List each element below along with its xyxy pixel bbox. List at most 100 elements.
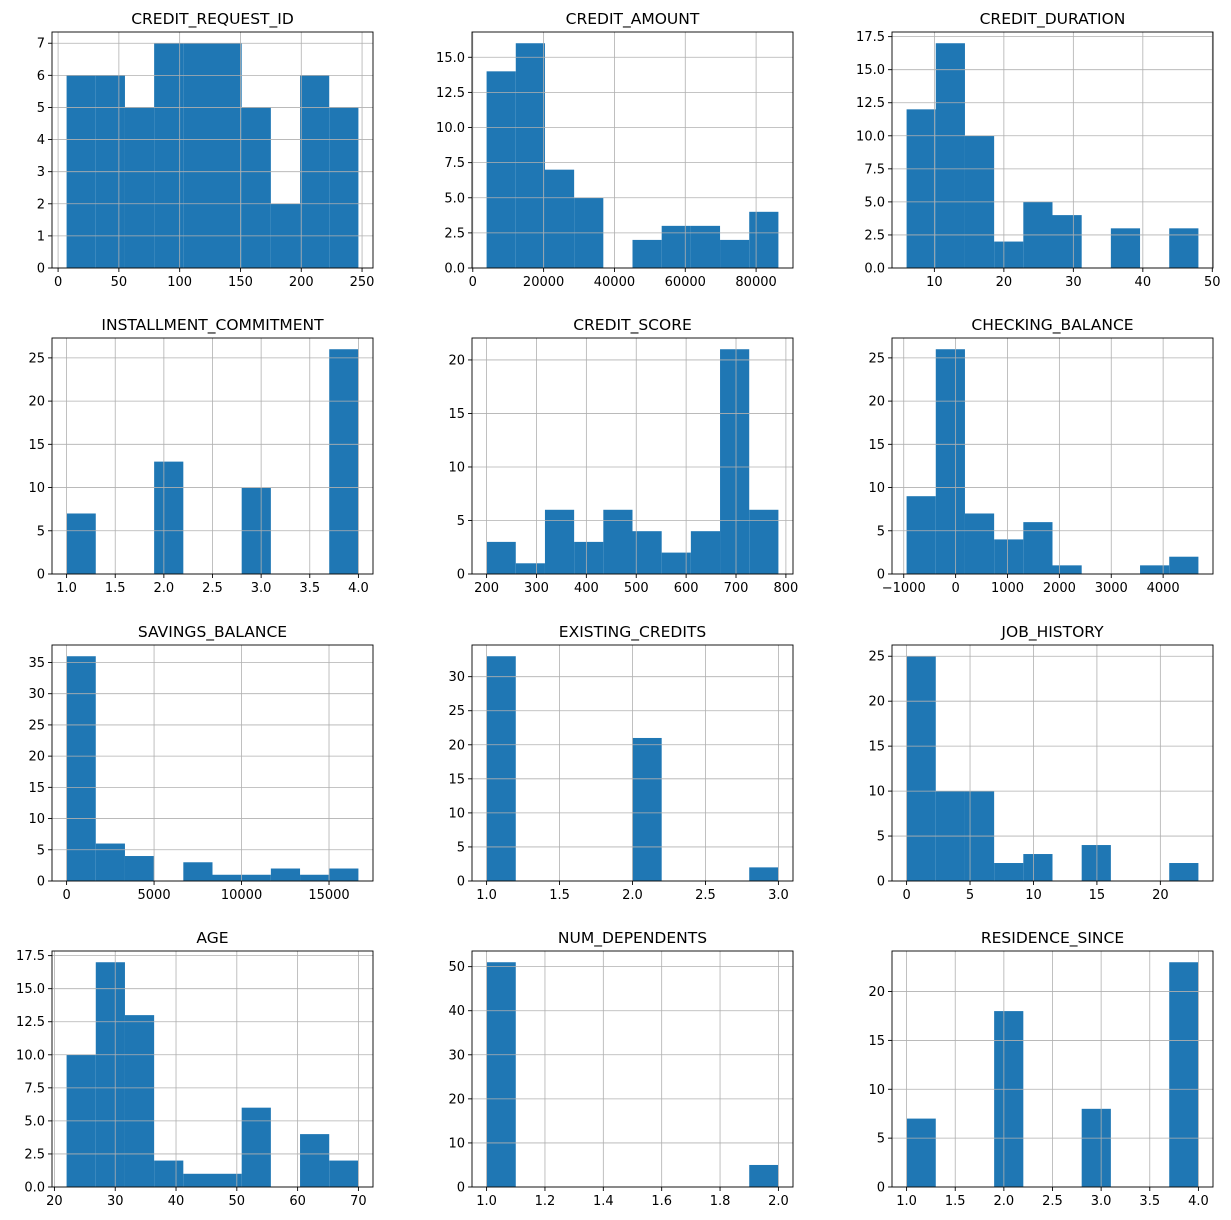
y-tick-label: 17.5 [16,949,45,964]
y-tick-label: 15 [28,438,45,453]
y-tick-label: 0 [457,1181,465,1196]
y-tick-label: 5 [37,524,45,539]
histogram-bar [1169,962,1199,1187]
histogram-bar [95,843,125,881]
subplot-num-dependents: 1.0 1.2 1.4 1.6 1.8 2.0 0 10 20 30 40 50 NUM_DEPENDE… [448,929,794,1209]
subplot-title: EXISTING_CREDITS [559,623,706,642]
histogram-bar [906,1118,936,1187]
axes-frame [891,644,1214,882]
y-tick-label: 15 [868,1034,885,1049]
y-tick-label: 15 [448,772,465,787]
y-tick-label: 20 [448,1092,465,1107]
histogram-bar [154,461,184,574]
histogram-bar [690,531,721,574]
x-tick-label: 10 [926,275,943,290]
histogram-bar [66,513,96,574]
x-tick-label: 15000 [308,888,349,903]
subplot-title: AGE [196,929,228,947]
histogram-bar [212,874,242,881]
y-tick-label: 20 [868,695,885,710]
x-tick-label: 0 [54,275,62,290]
y-tick-label: 0 [877,1181,885,1196]
histogram-bar [329,349,359,574]
y-tick-label: 5 [877,830,885,845]
histogram-bar [749,1164,779,1187]
x-tick-label: 1.0 [476,888,497,903]
y-tick-label: 10.0 [436,121,465,136]
subplot-job-history: 0 5 10 15 20 0 5 10 15 20 25 JOB_HISTORY [868,623,1214,903]
y-tick-label: 5 [877,1132,885,1147]
x-tick-label: 3.0 [1091,1194,1112,1209]
x-tick-label: 1.5 [945,1194,966,1209]
y-tick-label: 15.0 [16,982,45,997]
y-tick-label: 10 [448,460,465,475]
y-tick-label: 25 [448,704,465,719]
x-tick-label: 2.5 [202,581,223,596]
x-tick-label: 10 [1025,888,1042,903]
x-tick-label: 5 [966,888,974,903]
y-tick-label: 20 [868,395,885,410]
y-tick-label: 20 [448,353,465,368]
histogram-bar [486,541,516,574]
y-tick-label: 15.0 [436,51,465,66]
subplot-credit-duration: 10 20 30 40 50 0.0 2.5 5.0 7.5 10.0 12.5 15.0 17.5 CR… [856,10,1221,290]
y-tick-label: 17.5 [856,30,885,45]
y-tick-label: 12.5 [856,96,885,111]
axes-frame [51,644,374,882]
histogram-bar [124,1015,155,1187]
x-tick-label: 0 [951,581,959,596]
subplot-title: SAVINGS_BALANCE [138,623,287,642]
y-tick-label: 20 [868,985,885,1000]
x-tick-label: 1.6 [651,1194,672,1209]
y-tick-label: 5.0 [864,195,885,210]
y-tick-label: 30 [28,687,45,702]
x-tick-label: 40 [1135,275,1152,290]
x-tick-label: 40000 [594,275,635,290]
y-tick-label: 7 [37,37,45,52]
subplot-title: RESIDENCE_SINCE [981,929,1124,948]
subplot-installment-commitment: 1.0 1.5 2.0 2.5 3.0 3.5 4.0 0 5 10 15 20 25 INSTALLME… [28,316,374,596]
y-tick-label: 5.0 [444,191,465,206]
subplot-age: 20 30 40 50 60 70 0.0 2.5 5.0 7.5 10.0 12.5 15.0 17.5… [16,929,374,1209]
subplot-title: CHECKING_BALANCE [971,316,1133,335]
y-tick-label: 5 [37,101,45,116]
y-tick-label: 5.0 [24,1114,45,1129]
histogram-bar [183,862,213,881]
x-tick-label: 100 [167,275,192,290]
histogram-bar [95,962,125,1187]
histogram-bar [632,737,662,881]
histogram-bar [300,1134,330,1187]
y-tick-label: 10 [868,481,885,496]
histogram-bar [1140,565,1170,574]
histogram-bar [154,1160,184,1187]
subplot-credit-amount: 0 20000 40000 60000 80000 0.0 2.5 5.0 7.5 10.0 12.… [436,10,794,290]
histogram-bar [1110,228,1141,268]
histogram-bar [574,541,604,574]
x-tick-label: 50 [229,1194,246,1209]
y-tick-label: 3 [37,165,45,180]
x-tick-label: 2.5 [695,888,716,903]
histogram-bar [124,107,155,268]
y-tick-label: 15 [448,407,465,422]
histogram-bar [270,868,301,881]
histogram-bar [212,43,242,268]
subplot-existing-credits: 1.0 1.5 2.0 2.5 3.0 0 5 10 15 20 25 30 EXISTING_CRED… [448,623,794,903]
x-tick-label: 1.5 [549,888,570,903]
histogram-bar [1023,854,1053,881]
x-tick-label: 1.8 [710,1194,731,1209]
x-tick-label: 60 [289,1194,306,1209]
x-tick-label: 0 [469,275,477,290]
x-tick-label: 400 [574,581,599,596]
histogram-bar [661,225,691,268]
histogram-bar [1052,565,1082,574]
histogram-bar [300,874,330,881]
histogram-bar [124,856,155,881]
histogram-bar [486,656,516,881]
axes-frame [471,337,794,575]
x-tick-label: 70 [350,1194,367,1209]
y-tick-label: 7.5 [444,156,465,171]
histogram-bar [241,107,271,268]
histogram-bar [1052,215,1082,268]
y-tick-label: 0 [37,262,45,277]
